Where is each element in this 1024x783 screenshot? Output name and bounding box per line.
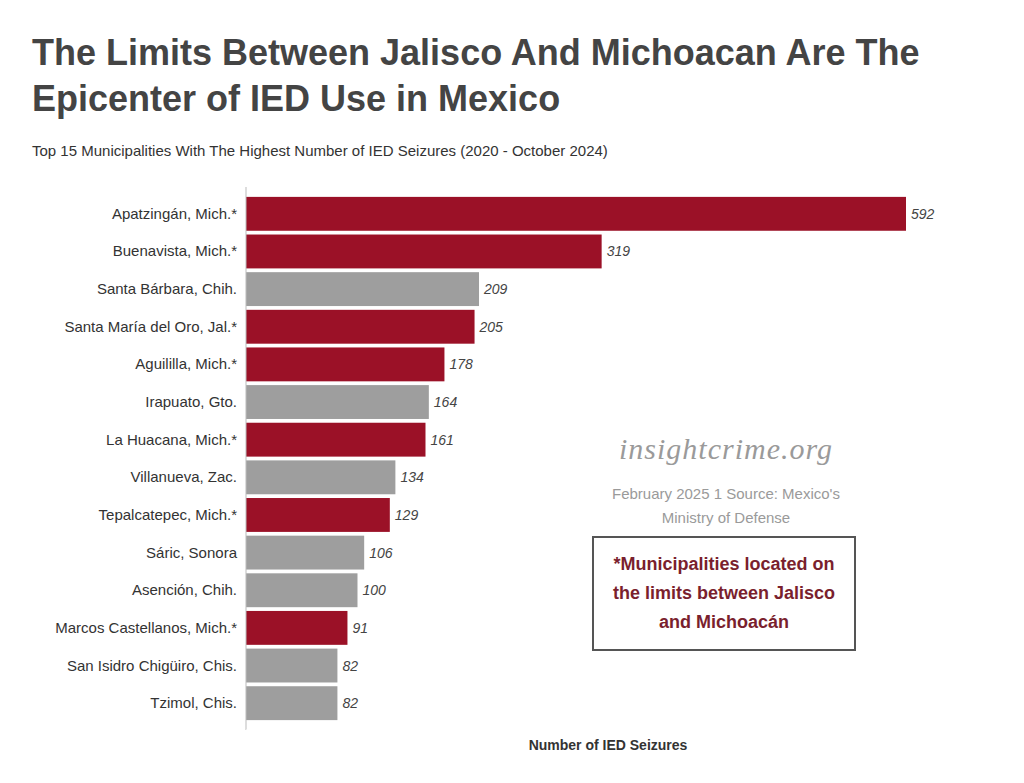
data-label: 592: [911, 206, 935, 222]
data-label: 134: [400, 469, 424, 485]
category-label: San Isidro Chigüiro, Chis.: [67, 657, 237, 674]
data-label: 161: [430, 432, 453, 448]
data-label: 129: [395, 507, 419, 523]
data-label: 91: [352, 620, 368, 636]
category-label: La Huacana, Mich.*: [106, 431, 237, 448]
category-label: Marcos Castellanos, Mich.*: [55, 619, 237, 636]
bar: [246, 235, 602, 269]
subtitle: Top 15 Municipalities With The Highest N…: [32, 142, 932, 159]
y-axis-line: [246, 187, 247, 730]
bar: [246, 536, 364, 570]
bars: [246, 197, 906, 720]
title: The Limits Between Jalisco And Michoacan…: [32, 30, 932, 122]
plot-svg: Apatzingán, Mich.* 592 Buenavista, Mich.* 3…: [0, 0, 1024, 783]
category-label: Santa Bárbara, Chih.: [97, 280, 237, 297]
data-label: 319: [607, 243, 631, 259]
data-label: 205: [479, 319, 504, 335]
category-label: Asención, Chih.: [132, 581, 237, 598]
brand: insightcrime.org: [576, 432, 876, 466]
bar: [246, 649, 337, 683]
category-label: Sáric, Sonora: [146, 544, 238, 561]
bar: [246, 573, 357, 607]
category-label: Aguililla, Mich.*: [135, 355, 237, 372]
data-label: 106: [369, 545, 393, 561]
data-label: 100: [362, 582, 386, 598]
data-label: 82: [342, 658, 358, 674]
x-axis-range: [246, 730, 906, 731]
category-label: Villanueva, Zac.: [131, 468, 237, 485]
note-box: *Municipalities located on the limits be…: [592, 536, 856, 651]
x-axis-title: Number of IED Seizures: [529, 737, 688, 753]
category-label: Santa María del Oro, Jal.*: [64, 318, 237, 335]
bar: [246, 197, 906, 231]
data-label: 164: [434, 394, 458, 410]
data-label: 82: [342, 695, 358, 711]
data-label: 178: [449, 356, 473, 372]
bar: [246, 310, 475, 344]
category-label: Apatzingán, Mich.*: [112, 205, 237, 222]
bar: [246, 611, 347, 645]
source: February 2025 1 Source: Mexico's Ministr…: [596, 482, 856, 530]
bar: [246, 498, 390, 532]
category-label: Buenavista, Mich.*: [113, 242, 237, 259]
bar: [246, 686, 337, 720]
bar: [246, 460, 395, 494]
category-label: Irapuato, Gto.: [145, 393, 237, 410]
category-label: Tepalcatepec, Mich.*: [99, 506, 238, 523]
category-label: Tzimol, Chis.: [150, 694, 237, 711]
data-label: 209: [483, 281, 508, 297]
bar: [246, 385, 429, 419]
bar: [246, 272, 479, 306]
chart-root: The Limits Between Jalisco And Michoacan…: [0, 0, 1024, 783]
bar: [246, 347, 444, 381]
bar: [246, 423, 425, 457]
